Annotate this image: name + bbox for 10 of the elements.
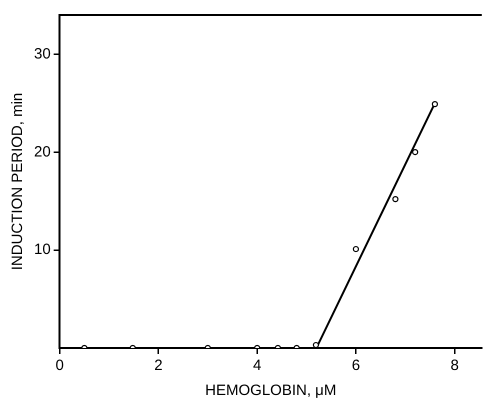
x-tick-label: 6 bbox=[352, 357, 360, 374]
y-tick-label: 20 bbox=[34, 143, 51, 160]
x-tick-label: 2 bbox=[154, 357, 163, 374]
y-axis-title: INDUCTION PERIOD, min bbox=[9, 92, 26, 270]
x-tick-label: 4 bbox=[252, 357, 262, 374]
x-tick-label: 8 bbox=[450, 357, 459, 374]
y-tick-label: 10 bbox=[34, 241, 51, 258]
y-tick-label: 30 bbox=[34, 45, 51, 62]
x-axis-title: HEMOGLOBIN, μM bbox=[205, 382, 336, 400]
x-tick-label: 0 bbox=[56, 357, 64, 374]
